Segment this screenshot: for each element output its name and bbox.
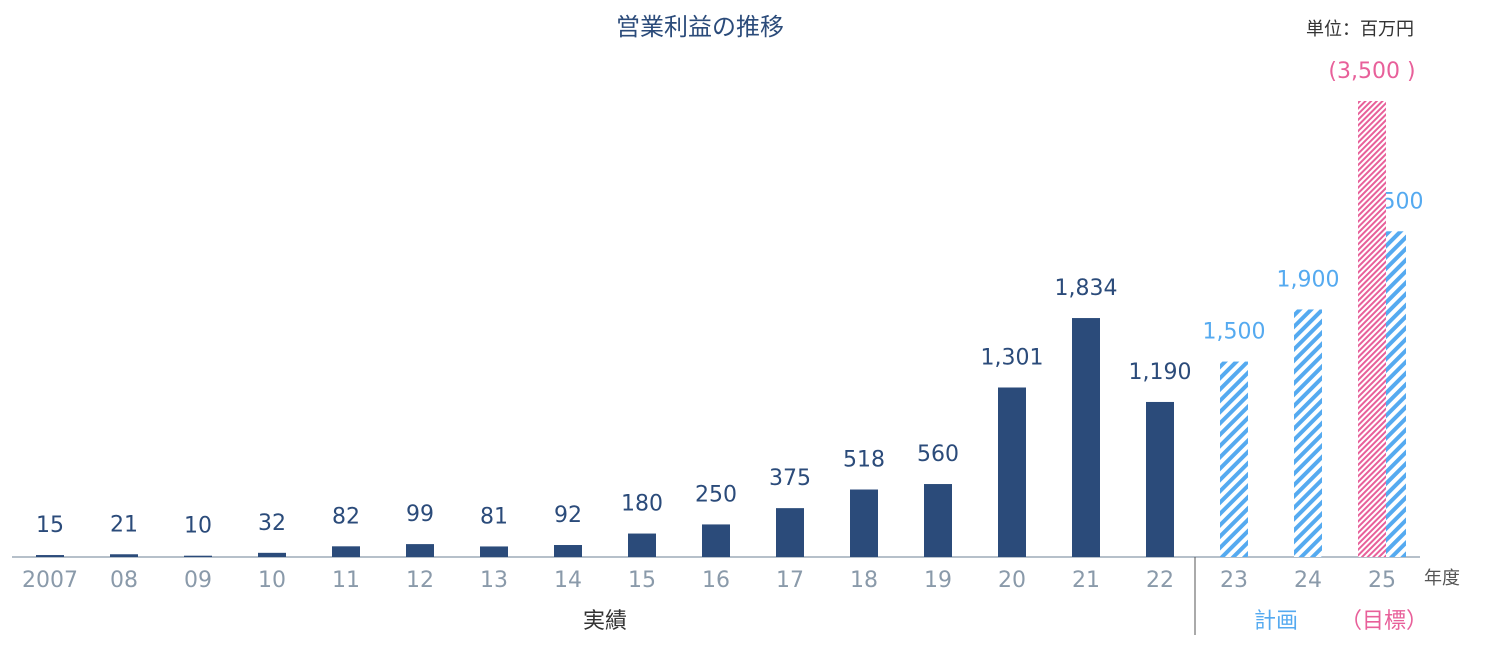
bar [628, 533, 656, 557]
x-tick-label: 14 [554, 568, 582, 593]
x-tick-label: 13 [480, 568, 508, 593]
x-tick-label: 20 [998, 568, 1026, 593]
value-label: 1,301 [981, 345, 1044, 370]
x-tick-label: 18 [850, 568, 878, 593]
value-label: 1,190 [1129, 360, 1192, 385]
bar [1358, 101, 1386, 557]
x-tick-label: 21 [1072, 568, 1100, 593]
unit-label: 単位：百万円 [1306, 19, 1414, 40]
bar [258, 552, 286, 557]
series-label: （目標） [1340, 609, 1428, 634]
value-label: 560 [917, 442, 959, 467]
x-tick-label: 22 [1146, 568, 1174, 593]
bar [480, 546, 508, 557]
value-label: 81 [480, 504, 508, 529]
bar [998, 387, 1026, 557]
bar [332, 546, 360, 557]
x-tick-label: 08 [110, 568, 138, 593]
bar [1072, 318, 1100, 557]
x-tick-label: 09 [184, 568, 212, 593]
x-tick-label: 11 [332, 568, 360, 593]
x-tick-label: 23 [1220, 568, 1248, 593]
value-label: 250 [695, 482, 737, 507]
value-label: 82 [332, 504, 360, 529]
x-tick-label: 15 [628, 568, 656, 593]
chart-title: 営業利益の推移 [616, 13, 784, 41]
value-label: 1,834 [1055, 276, 1118, 301]
value-label: 10 [184, 514, 212, 539]
bar [406, 544, 434, 557]
value-label: 180 [621, 492, 663, 517]
series-label: 計画 [1254, 609, 1298, 634]
x-tick-label: 17 [776, 568, 804, 593]
bar [1294, 309, 1322, 557]
value-label: 1,900 [1277, 267, 1340, 292]
bar [110, 554, 138, 557]
value-label: 518 [843, 448, 885, 473]
bar [850, 489, 878, 557]
x-tick-label: 10 [258, 568, 286, 593]
x-tick-label: 24 [1294, 568, 1322, 593]
x-tick-label: 19 [924, 568, 952, 593]
value-label: 99 [406, 502, 434, 527]
value-label: 21 [110, 512, 138, 537]
value-label: 32 [258, 511, 286, 536]
value-label: 92 [554, 503, 582, 528]
value-label: (3,500 ) [1328, 59, 1415, 84]
series-label: 実績 [583, 609, 627, 634]
x-tick-label: 16 [702, 568, 730, 593]
bar [1146, 401, 1174, 557]
value-label: 375 [769, 466, 811, 491]
bar [776, 508, 804, 557]
x-tick-label: 25 [1368, 568, 1396, 593]
bar [554, 545, 582, 557]
x-tick-label: 2007 [22, 568, 78, 593]
bar [36, 555, 64, 557]
bar [184, 555, 212, 557]
value-label: 1,500 [1203, 320, 1266, 345]
x-tick-label: 12 [406, 568, 434, 593]
bar [924, 484, 952, 557]
bar [1220, 361, 1248, 557]
x-suffix: 年度 [1424, 568, 1460, 589]
bar [702, 524, 730, 557]
value-label: 15 [36, 513, 64, 538]
